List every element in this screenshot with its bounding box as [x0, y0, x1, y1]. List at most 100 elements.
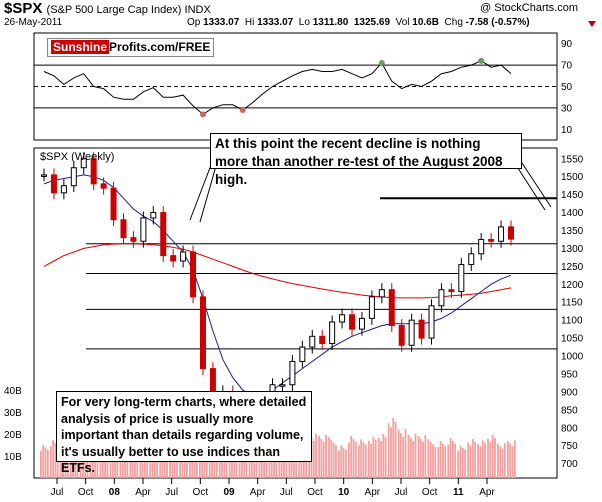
- volume-bar: [181, 446, 184, 478]
- x-tick-label: Jul: [280, 487, 293, 498]
- volume-bar: [384, 436, 387, 478]
- candle-body: [110, 187, 117, 221]
- volume-bar: [427, 439, 430, 478]
- x-tick-label: Jul: [165, 487, 178, 498]
- candle-body: [120, 219, 127, 239]
- candle-body: [319, 335, 326, 344]
- open-value: 1333.07: [203, 17, 240, 28]
- volume-bar: [364, 444, 367, 478]
- rsi-tick-label: 10: [561, 125, 573, 136]
- price-tick-label: 800: [561, 423, 578, 434]
- volume-bar: [360, 439, 363, 478]
- volume-bar: [424, 434, 427, 478]
- volume-bar: [348, 442, 350, 478]
- price-tick-label: 900: [561, 387, 578, 398]
- volume-tick-label: 10B: [4, 452, 22, 463]
- volume-bar: [332, 442, 335, 478]
- volume-bar: [507, 441, 509, 478]
- candle-body: [498, 226, 505, 242]
- volume-bar: [318, 435, 321, 478]
- candle-body: [378, 289, 385, 298]
- candle-body: [388, 289, 395, 327]
- low-value: 1311.80: [312, 17, 349, 28]
- volume-bar: [44, 447, 47, 478]
- candle-body: [368, 296, 375, 319]
- volume-bar: [400, 433, 402, 478]
- volume-bar: [104, 448, 107, 478]
- candle-body: [398, 325, 405, 346]
- x-tick-label: 08: [109, 487, 121, 498]
- brand-badge: Sunshine Profits.com/FREE: [47, 38, 215, 57]
- volume-bar: [503, 443, 506, 478]
- candle-body: [140, 217, 147, 242]
- candle-body: [428, 305, 435, 339]
- rsi-oversold-marker: [239, 107, 246, 114]
- candle-body: [349, 314, 356, 330]
- volume-bar: [454, 443, 457, 478]
- volume-bar: [101, 446, 104, 478]
- volume-bar: [422, 441, 424, 478]
- price-tick-label: 750: [561, 441, 578, 452]
- price-tick-label: 1150: [561, 298, 583, 309]
- volume-bar: [469, 445, 472, 478]
- volume-bar: [474, 441, 476, 478]
- price-tick-label: 1350: [561, 226, 584, 237]
- volume-bar: [481, 440, 484, 478]
- change-down-icon: [588, 21, 596, 27]
- volume-bar: [46, 449, 49, 478]
- candle-body: [418, 319, 425, 339]
- rsi-tick-label: 30: [561, 103, 573, 114]
- candle-body: [339, 314, 346, 323]
- volume-bar: [434, 447, 437, 478]
- candle-body: [41, 174, 47, 177]
- volume-bar: [397, 429, 400, 478]
- volume-bar: [409, 437, 412, 478]
- candle-body: [80, 158, 87, 169]
- volume-bar: [451, 440, 454, 478]
- price-tick-label: 1550: [561, 154, 584, 165]
- ticker-description: (S&P 500 Large Cap Index) INDX: [46, 4, 211, 16]
- volume-bar: [501, 448, 504, 478]
- volume-bar: [344, 449, 347, 478]
- volume-bar: [491, 434, 494, 478]
- volume-tick-label: 30B: [4, 408, 22, 419]
- volume-bar: [380, 440, 382, 478]
- volume-bar: [429, 441, 432, 478]
- price-tick-label: 950: [561, 369, 578, 380]
- volume-bar: [40, 450, 42, 478]
- volume-bar: [49, 446, 52, 478]
- rsi-line: [43, 60, 512, 115]
- volume-bar: [499, 446, 502, 478]
- candle-body: [90, 158, 97, 185]
- volume-bar: [437, 447, 440, 478]
- candle-body: [50, 174, 57, 194]
- candle-body: [60, 185, 67, 194]
- rsi-overbought-marker: [378, 59, 385, 66]
- ticker-symbol: $SPX: [4, 0, 43, 17]
- price-tick-label: 1250: [561, 262, 584, 273]
- rsi-overbought-marker: [478, 57, 485, 64]
- volume-bar: [342, 447, 345, 478]
- volume-bar: [367, 440, 370, 478]
- rsi-tick-label: 90: [561, 39, 573, 50]
- volume-bar: [330, 439, 333, 478]
- volume-bar: [374, 439, 377, 478]
- volume-bar: [494, 437, 496, 478]
- annotation-bottom: For very long-term charts, where detaile…: [56, 391, 312, 475]
- volume-bar: [457, 450, 460, 478]
- brand-part1: Sunshine: [51, 40, 110, 54]
- volume-bar: [419, 438, 422, 478]
- candle-body: [209, 368, 216, 395]
- candle-body: [279, 384, 286, 387]
- volume-bar: [447, 444, 450, 478]
- volume-bar: [449, 438, 452, 478]
- volume-bar: [354, 441, 357, 478]
- volume-bar: [320, 438, 323, 478]
- candle-body: [478, 238, 485, 255]
- x-tick-label: Oct: [193, 487, 209, 498]
- chart-date: 26-May-2011: [4, 17, 63, 28]
- x-tick-label: Oct: [307, 487, 323, 498]
- volume-bar: [362, 441, 365, 478]
- price-tick-label: 700: [561, 459, 578, 470]
